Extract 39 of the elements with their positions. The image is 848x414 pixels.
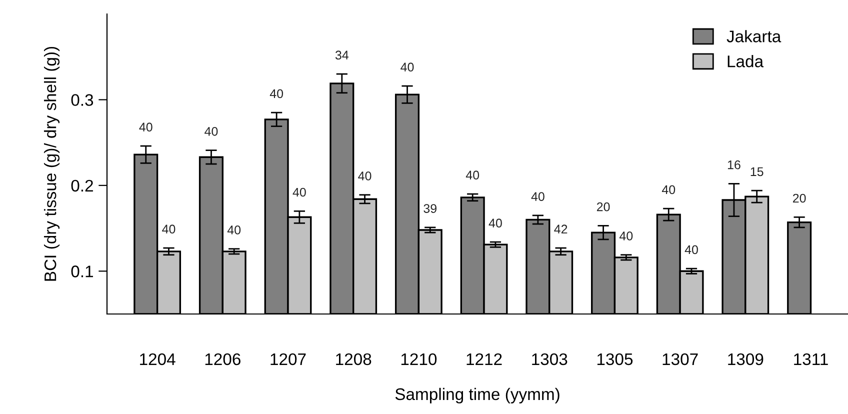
annotation: 40 bbox=[531, 192, 544, 201]
y-axis-title: BCI (dry tissue (g)/ dry shell (g)) bbox=[44, 46, 60, 281]
x-tick-label: 1311 bbox=[794, 353, 828, 366]
x-tick-label: 1204 bbox=[140, 353, 176, 366]
annotation: 40 bbox=[466, 170, 480, 180]
y-tick-label: 0.1 bbox=[71, 266, 93, 278]
annotation: 15 bbox=[750, 167, 764, 176]
y-tick-label: 0.2 bbox=[71, 180, 93, 192]
annotation: 40 bbox=[227, 226, 241, 234]
legend-label: Lada bbox=[728, 55, 764, 68]
annotation: 40 bbox=[270, 89, 284, 98]
annotation: 40 bbox=[162, 224, 176, 234]
x-tick-label: 1307 bbox=[662, 353, 698, 366]
annotation: 40 bbox=[204, 126, 218, 136]
annotation: 34 bbox=[335, 50, 348, 60]
annotation: 20 bbox=[792, 194, 806, 203]
annotation: 40 bbox=[662, 185, 676, 194]
annotation: 40 bbox=[684, 245, 698, 254]
annotation: 40 bbox=[358, 172, 372, 180]
annotation: 42 bbox=[554, 224, 568, 234]
annotation: 40 bbox=[400, 62, 414, 72]
y-tick-label: 0.3 bbox=[71, 94, 94, 106]
x-tick-label: 1206 bbox=[205, 353, 240, 366]
x-tick-label: 1207 bbox=[270, 353, 306, 366]
annotation: 16 bbox=[728, 160, 740, 170]
x-tick-label: 1212 bbox=[466, 353, 502, 365]
x-tick-label: 1309 bbox=[728, 353, 764, 366]
legend-label: Jakarta bbox=[726, 30, 782, 42]
x-tick-label: 1305 bbox=[597, 353, 633, 366]
annotation: 40 bbox=[292, 188, 306, 197]
annotation: 20 bbox=[596, 202, 610, 212]
x-tick-label: 1208 bbox=[336, 353, 372, 366]
annotation: 40 bbox=[139, 122, 152, 132]
x-tick-label: 1210 bbox=[401, 353, 437, 366]
x-axis-title: Sampling time (yymm) bbox=[395, 388, 560, 404]
annotation: 40 bbox=[619, 232, 633, 240]
annotation: 39 bbox=[424, 204, 436, 213]
x-tick-label: 1303 bbox=[532, 353, 568, 366]
annotation: 40 bbox=[488, 218, 502, 228]
